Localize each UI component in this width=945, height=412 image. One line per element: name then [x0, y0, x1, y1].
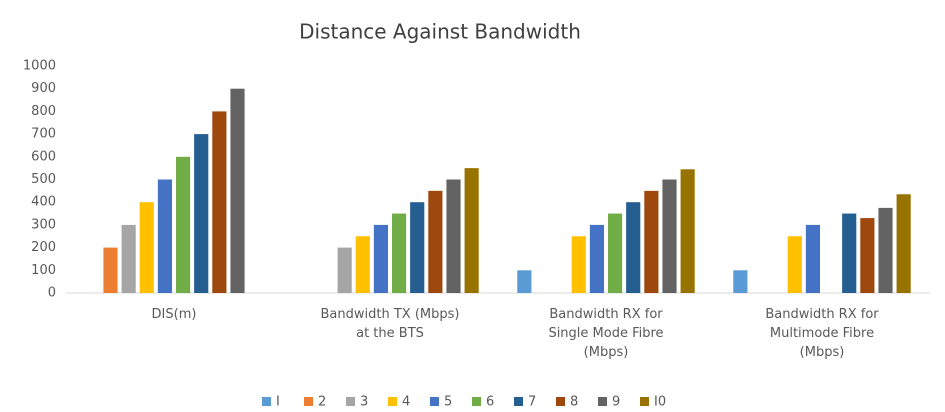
bar [896, 194, 911, 293]
y-tick-label: 800 [31, 104, 56, 119]
legend-swatch [430, 397, 439, 406]
legend-swatch [388, 397, 397, 406]
bar [842, 213, 857, 293]
legend-label: I [276, 395, 280, 410]
bar [464, 168, 479, 293]
bar [175, 156, 191, 293]
bar [355, 236, 370, 293]
bar [733, 270, 748, 293]
y-tick-label: 600 [31, 149, 56, 164]
bar [446, 179, 461, 293]
y-tick-label: 900 [31, 81, 56, 96]
bar [571, 236, 586, 293]
bar [230, 88, 245, 293]
legend-swatch [472, 397, 481, 406]
bar [337, 247, 352, 293]
x-tick-label: DIS(m) [152, 307, 197, 322]
bar [878, 207, 893, 293]
legend-label: 2 [318, 395, 326, 410]
legend-label: 4 [402, 395, 410, 410]
x-tick-label: Bandwidth RX for Single Mode Fibre (Mbps) [548, 307, 663, 360]
y-tick-label: 200 [31, 240, 56, 255]
legend-label: 9 [612, 395, 620, 410]
bar [860, 218, 875, 293]
legend-swatch [640, 397, 649, 406]
legend-swatch [514, 397, 523, 406]
y-tick-label: 500 [31, 172, 56, 187]
y-tick-label: 300 [31, 217, 56, 232]
bar [391, 213, 407, 293]
bar [680, 169, 695, 293]
bar [805, 224, 821, 293]
legend-swatch [556, 397, 565, 406]
legend-label: 8 [570, 395, 578, 410]
bar [626, 202, 641, 293]
bar [212, 111, 227, 294]
bar [662, 179, 677, 293]
bar [157, 179, 173, 293]
bar [121, 224, 136, 293]
y-tick-label: 400 [31, 195, 56, 210]
bar [517, 270, 532, 293]
y-tick-label: 700 [31, 127, 56, 142]
bar [787, 236, 802, 293]
chart-title: Distance Against Bandwidth [299, 20, 581, 44]
bar [103, 247, 118, 293]
bar [607, 213, 623, 293]
legend-label: I0 [654, 395, 666, 410]
y-tick-label: 100 [31, 263, 56, 278]
legend-swatch [304, 397, 313, 406]
bar [410, 202, 425, 293]
y-tick-label: 0 [48, 286, 56, 301]
bar [194, 134, 209, 293]
bar [373, 224, 389, 293]
bar [139, 202, 154, 293]
legend-label: 6 [486, 395, 494, 410]
bar [644, 190, 659, 293]
legend-swatch [346, 397, 355, 406]
legend-label: 5 [444, 395, 452, 410]
legend-label: 7 [528, 395, 536, 410]
bar [428, 190, 443, 293]
x-tick-label: Bandwidth RX for Multimode Fibre (Mbps) [765, 307, 879, 360]
bar [589, 224, 605, 293]
x-tick-label: Bandwidth TX (Mbps) at the BTS [321, 307, 460, 341]
legend-swatch [262, 397, 271, 406]
y-tick-label: 1000 [23, 59, 56, 74]
legend-swatch [598, 397, 607, 406]
legend-label: 3 [360, 395, 368, 410]
